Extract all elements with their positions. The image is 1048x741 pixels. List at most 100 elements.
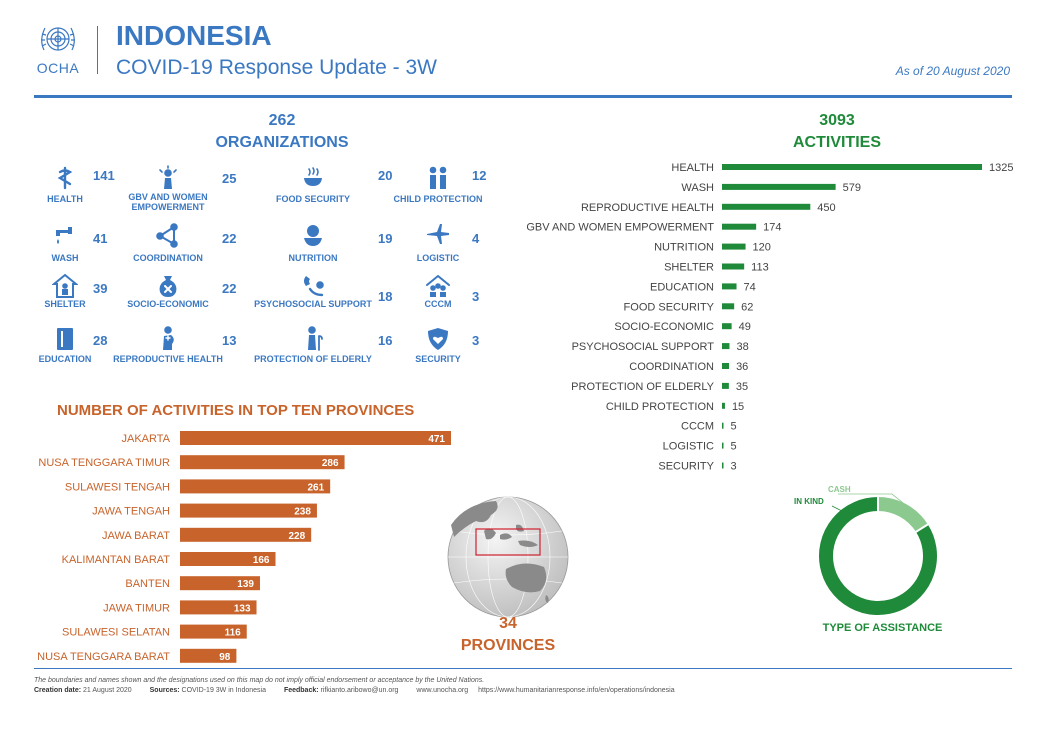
un-emblem-icon [41, 27, 75, 51]
activity-bar [722, 203, 811, 210]
activity-bar [722, 243, 746, 250]
sector-name: CHILD PROTECTION [393, 194, 483, 204]
activity-bar [722, 303, 735, 310]
operations-url[interactable]: https://www.humanitarianresponse.info/en… [478, 687, 675, 694]
sector-name: PROTECTION OF ELDERLY [254, 354, 372, 364]
activity-bar [722, 363, 730, 369]
wash-icon [52, 222, 78, 248]
sector-count: 19 [378, 231, 393, 246]
website-link[interactable]: www.unocha.org [416, 687, 469, 694]
activity-value-label: 36 [736, 361, 748, 373]
activity-category-label: HEALTH [671, 162, 714, 174]
province-bar [180, 552, 276, 566]
activity-value-label: 15 [732, 401, 744, 413]
sector-count: 41 [93, 231, 108, 246]
activity-bar [722, 343, 730, 350]
province-value-label: 139 [237, 579, 254, 590]
sector-count: 141 [93, 168, 115, 183]
cash-label: CASH [828, 485, 851, 494]
credits-line: Creation date: 21 August 2020 Sources: C… [34, 687, 683, 694]
province-label: JAWA BARAT [102, 530, 170, 542]
province-label: BANTEN [125, 578, 170, 590]
activity-bar [722, 283, 737, 290]
sector-count: 22 [222, 231, 237, 246]
elderly-icon [300, 326, 326, 352]
sector-name: CCCM [424, 299, 452, 309]
activity-category-label: WASH [681, 182, 714, 194]
nutrition-icon [300, 222, 326, 248]
socio-economic-icon [155, 273, 181, 299]
province-label: JAKARTA [122, 433, 171, 445]
in-kind-leader-line [831, 505, 849, 515]
activity-category-label: EDUCATION [650, 281, 714, 293]
sector-count: 28 [93, 333, 108, 348]
province-value-label: 98 [219, 652, 231, 663]
activity-category-label: GBV AND WOMEN EMPOWERMENT [526, 222, 714, 234]
donut-slice-in-kind [819, 497, 937, 615]
activity-value-label: 174 [763, 222, 781, 234]
sector-count: 18 [378, 289, 393, 304]
province-value-label: 133 [234, 603, 251, 614]
sector-name: SOCIO-ECONOMIC [127, 299, 209, 309]
activity-value-label: 5 [731, 441, 737, 453]
sector-count: 3 [472, 333, 480, 348]
activity-bar [722, 442, 724, 449]
activity-category-label: PSYCHOSOCIAL SUPPORT [572, 341, 715, 353]
sector-name: COORDINATION [133, 253, 203, 263]
sector-name: FOOD SECURITY [275, 194, 350, 204]
province-bar [180, 503, 317, 518]
activity-bar [722, 323, 732, 330]
reproductive-health-icon [155, 326, 181, 352]
header-divider [97, 26, 98, 74]
province-label: JAWA TENGAH [92, 506, 170, 518]
country-title: INDONESIA [116, 20, 272, 51]
sector-count: 25 [222, 171, 237, 186]
province-bar [180, 431, 451, 445]
province-bar [180, 648, 237, 663]
un-ocha-logo: OCHA [30, 22, 86, 80]
activity-value-label: 579 [843, 182, 861, 194]
province-bar [180, 527, 312, 542]
sector-name: HEALTH [47, 194, 83, 204]
activity-value-label: 113 [751, 262, 769, 274]
activity-value-label: 49 [739, 321, 751, 333]
sector-count: 20 [378, 168, 393, 183]
coordination-icon [155, 222, 181, 248]
province-bar [180, 479, 331, 494]
activity-category-label: SOCIO-ECONOMIC [614, 321, 714, 333]
footer-rule [34, 668, 1012, 669]
disclaimer-text: The boundaries and names shown and the d… [34, 677, 485, 684]
province-value-label: 286 [322, 458, 339, 469]
activity-category-label: REPRODUCTIVE HEALTH [581, 202, 714, 214]
activity-value-label: 450 [817, 202, 835, 214]
activity-value-label: 3 [731, 461, 737, 473]
activity-bar [722, 422, 724, 429]
activity-category-label: CHILD PROTECTION [606, 401, 714, 413]
sector-name: SECURITY [415, 354, 461, 364]
province-bar [180, 455, 345, 470]
sector-count: 16 [378, 333, 393, 348]
province-label: SULAWESI SELATAN [62, 627, 170, 639]
province-bar [180, 576, 260, 591]
activity-bar [722, 462, 724, 469]
cccm-icon [425, 273, 451, 299]
province-label: KALIMANTAN BARAT [62, 554, 171, 566]
child-protection-icon [425, 165, 451, 191]
sector-name: WASH [51, 253, 79, 263]
activity-category-label: SHELTER [664, 262, 714, 274]
assistance-title: TYPE OF ASSISTANCE [822, 622, 943, 634]
organizations-label: ORGANIZATIONS [215, 134, 349, 151]
sector-count: 22 [222, 281, 237, 296]
cash-leader-line [838, 493, 907, 506]
provinces-total: 34 [499, 615, 517, 632]
activities-label: ACTIVITIES [792, 134, 881, 151]
report-subtitle: COVID-19 Response Update - 3W [116, 56, 437, 79]
ocha-wordmark: OCHA [36, 60, 80, 76]
logistic-icon [425, 222, 451, 248]
assistance-donut-chart: CASH IN KIND [794, 485, 937, 615]
sector-name: LOGISTIC [416, 253, 460, 263]
creation-date: Creation date: 21 August 2020 [34, 687, 132, 694]
activity-category-label: NUTRITION [654, 242, 714, 254]
activity-category-label: SECURITY [658, 461, 714, 473]
activity-category-label: CCCM [681, 421, 714, 433]
